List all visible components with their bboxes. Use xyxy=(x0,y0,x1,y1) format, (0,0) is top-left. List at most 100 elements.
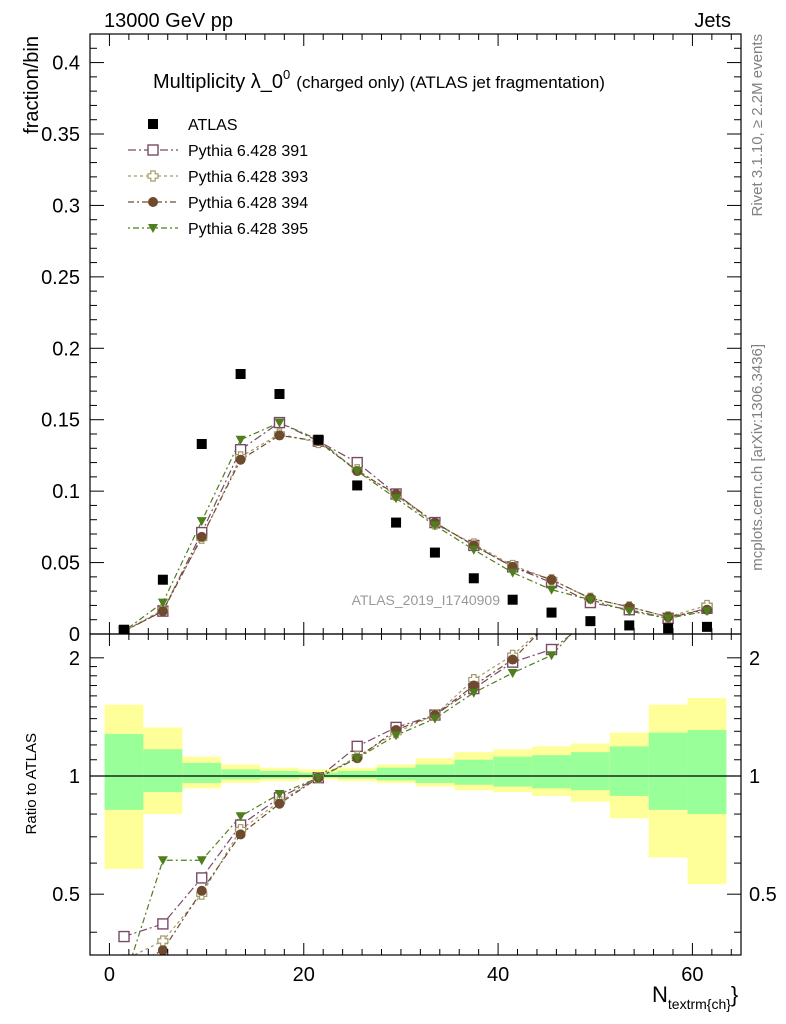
band-inner-bin xyxy=(143,749,183,793)
series-4-point xyxy=(585,595,596,605)
atlas-point xyxy=(507,594,518,605)
series-4-point xyxy=(663,614,674,624)
ratio-3-point xyxy=(468,680,479,691)
ratio-1-point xyxy=(157,918,169,930)
y-tick-label: 0.2 xyxy=(52,338,80,360)
ratio-3-point xyxy=(235,829,246,840)
ratio-4-point xyxy=(119,977,129,986)
band-inner-bin xyxy=(609,746,649,796)
ratio-4-point xyxy=(235,812,246,822)
x-tick-label: 20 xyxy=(293,964,315,986)
ratio-3-point xyxy=(663,573,673,583)
y-tick-label: 0 xyxy=(69,624,80,646)
y-tick-label: 0.3 xyxy=(52,195,80,217)
legend-label: Pythia 6.428 393 xyxy=(188,169,308,186)
band-inner-bin xyxy=(260,770,299,779)
legend-label: Pythia 6.428 391 xyxy=(188,143,308,160)
band-inner-bin xyxy=(104,733,144,810)
ratio-4-point xyxy=(663,596,673,605)
legend-entry: Pythia 6.428 394 xyxy=(128,195,308,212)
series-4-point xyxy=(429,521,440,531)
atlas-point xyxy=(429,547,440,558)
ratio-y-axis: 0.5 0.5 1 1 2 2 xyxy=(52,648,777,933)
ratio-2-point xyxy=(624,584,634,594)
ratio-4-point xyxy=(429,714,440,724)
header-left: 13000 GeV pp xyxy=(104,10,233,32)
atlas-point xyxy=(352,480,363,491)
x-axis: 0 20 40 60 xyxy=(104,34,732,986)
atlas-point xyxy=(701,621,712,632)
ratio-4-point xyxy=(313,773,324,783)
chart-title: Multiplicity λ_00 (charged only) (ATLAS j… xyxy=(153,67,605,93)
atlas-point xyxy=(196,439,207,449)
ratio-axis-label: Ratio to ATLAS xyxy=(23,733,40,834)
legend-marker xyxy=(147,144,159,156)
legend-entry: Pythia 6.428 393 xyxy=(128,169,308,186)
series-4-point xyxy=(624,607,635,617)
band-inner-bin xyxy=(687,729,727,815)
ratio-3-point xyxy=(624,584,634,594)
legend-label: Pythia 6.428 395 xyxy=(188,221,308,238)
band-inner-bin xyxy=(570,752,610,791)
band-inner-bin xyxy=(493,756,533,787)
series-4-point xyxy=(274,418,285,428)
ratio-2-point xyxy=(121,954,127,955)
series-line-3 xyxy=(123,434,708,632)
ratio-line-1 xyxy=(123,634,573,938)
series-3-point xyxy=(274,430,285,441)
band-inner-bin xyxy=(648,732,688,810)
ratio-4-point xyxy=(274,789,285,799)
legend-entry: Pythia 6.428 395 xyxy=(128,221,308,238)
x-label-tail: } xyxy=(731,982,738,1007)
band-inner-bin xyxy=(337,770,377,779)
title-suffix: (charged only) (ATLAS jet fragmentation) xyxy=(296,73,605,92)
series-3-point xyxy=(157,606,168,617)
series-4-point xyxy=(196,517,207,527)
ratio-4-point xyxy=(196,856,207,866)
ratio-panel: 0.5 0.5 1 1 2 2 xyxy=(52,562,777,986)
ratio-2-point xyxy=(702,562,712,572)
ratio-data xyxy=(118,562,712,986)
atlas-point xyxy=(313,434,324,445)
x-tick-label: 60 xyxy=(681,964,703,986)
atlas-point xyxy=(235,369,246,379)
atlas-point xyxy=(624,620,635,631)
series-4-point xyxy=(391,494,402,504)
atlas-point xyxy=(663,623,674,634)
ratio-3-point xyxy=(157,945,168,955)
series-line-4 xyxy=(123,421,708,632)
main-panel: 0 0.05 0.1 0.15 0.2 0.25 0.3 0.35 0.4 xyxy=(41,33,742,646)
legend-label: Pythia 6.428 394 xyxy=(188,195,308,212)
legend: ATLAS Pythia 6.428 391 Pythia 6.428 393 Pyt… xyxy=(128,117,308,238)
atlas-point xyxy=(585,616,596,627)
ratio-tick-label: 1 xyxy=(69,766,80,788)
y-axis-label: fraction/bin xyxy=(21,36,43,134)
legend-marker xyxy=(148,224,158,233)
legend-marker xyxy=(147,170,159,182)
title-main: Multiplicity λ_0 xyxy=(153,71,283,93)
x-tick-label: 40 xyxy=(487,964,509,986)
analysis-label: ATLAS_2019_I1740909 xyxy=(352,592,501,608)
ratio-1-point xyxy=(351,740,363,753)
legend-marker xyxy=(148,197,158,207)
ratio-tick-label-right: 0.5 xyxy=(749,884,777,906)
ratio-1-point xyxy=(702,573,712,583)
series-4-point xyxy=(157,598,168,608)
y-tick-label: 0.4 xyxy=(52,53,80,75)
band-inner-bin xyxy=(182,762,222,783)
series-4-point xyxy=(468,545,479,555)
y-tick-label: 0.25 xyxy=(41,267,80,289)
ratio-4-point xyxy=(507,668,518,678)
ratio-2-point xyxy=(663,573,673,583)
x-label-main: N xyxy=(652,982,668,1007)
ratio-3-point xyxy=(274,798,285,809)
band-inner-bin xyxy=(532,755,571,789)
ratio-4-point xyxy=(702,585,712,594)
band-inner-bin xyxy=(454,759,494,785)
ratio-4-point xyxy=(546,651,557,661)
ratio-line-2 xyxy=(132,634,537,955)
legend-entry: Pythia 6.428 391 xyxy=(128,143,308,160)
series-4-point xyxy=(701,607,712,617)
ratio-3-point xyxy=(196,885,207,896)
